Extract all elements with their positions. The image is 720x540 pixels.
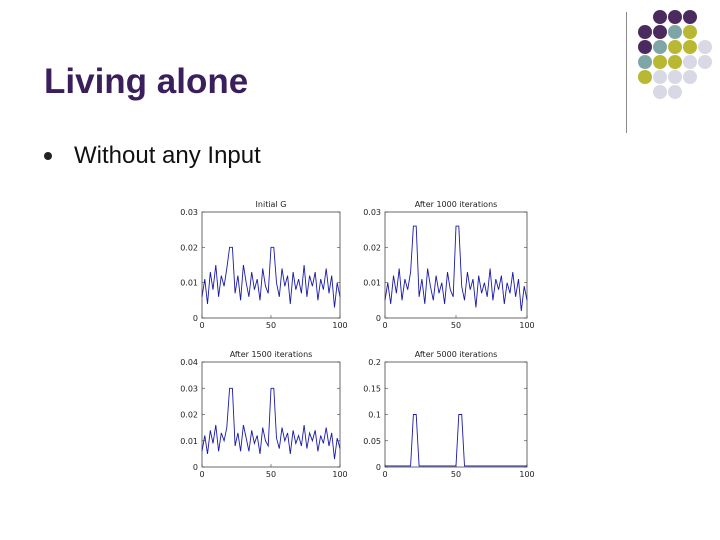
y-tick-label: 0.03 <box>180 384 198 393</box>
data-series-line <box>385 414 527 467</box>
decorative-dot <box>668 25 682 39</box>
decorative-dot <box>653 25 667 39</box>
decorative-dot <box>683 70 697 84</box>
decorative-dot <box>653 70 667 84</box>
y-tick-label: 0.02 <box>363 243 381 252</box>
bullet-text: Without any Input <box>74 142 261 169</box>
y-tick-label: 0.01 <box>180 279 198 288</box>
bullet-dot-icon <box>44 152 52 160</box>
y-tick-label: 0.15 <box>363 384 381 393</box>
decorative-dot <box>683 10 697 24</box>
y-tick-label: 0.03 <box>180 208 198 217</box>
data-series-line <box>201 387 341 460</box>
y-tick-label: 0 <box>193 463 198 472</box>
x-tick-label: 100 <box>519 321 534 330</box>
data-series-line <box>201 246 341 308</box>
x-tick-label: 0 <box>382 321 387 330</box>
y-tick-label: 0.03 <box>363 208 381 217</box>
chart-title: Initial G <box>256 200 287 209</box>
decorative-dot <box>668 70 682 84</box>
x-tick-label: 50 <box>451 470 461 479</box>
x-tick-label: 0 <box>199 470 204 479</box>
y-tick-label: 0.2 <box>368 358 381 367</box>
y-tick-label: 0.1 <box>368 411 381 420</box>
decorative-dot <box>653 85 667 99</box>
decorative-dot <box>668 40 682 54</box>
y-tick-label: 0.02 <box>180 243 198 252</box>
y-tick-label: 0 <box>193 314 198 323</box>
y-tick-label: 0.04 <box>180 358 198 367</box>
chart-plot-frame <box>201 361 341 468</box>
decorative-dot <box>653 55 667 69</box>
x-tick-label: 100 <box>519 470 534 479</box>
x-tick-label: 100 <box>332 321 347 330</box>
decorative-dot <box>638 25 652 39</box>
decorative-dot <box>653 10 667 24</box>
decorative-dot <box>668 85 682 99</box>
data-series-line <box>384 225 528 311</box>
decorative-dot <box>653 40 667 54</box>
y-tick-label: 0.01 <box>363 279 381 288</box>
chart-plot-frame <box>201 211 341 319</box>
decorative-dot <box>683 40 697 54</box>
y-tick-label: 0 <box>376 314 381 323</box>
y-tick-label: 0.01 <box>180 437 198 446</box>
x-tick-label: 0 <box>382 470 387 479</box>
x-tick-label: 0 <box>199 321 204 330</box>
decorative-dot <box>668 55 682 69</box>
x-tick-label: 50 <box>451 321 461 330</box>
chart-title: After 1500 iterations <box>230 350 313 359</box>
decorative-dot <box>668 10 682 24</box>
x-tick-label: 100 <box>332 470 347 479</box>
x-tick-label: 50 <box>266 470 276 479</box>
decorative-divider-line <box>626 12 627 133</box>
chart-title: After 5000 iterations <box>415 350 498 359</box>
chart-plot-frame <box>384 361 528 468</box>
decorative-dot <box>638 40 652 54</box>
y-tick-label: 0.02 <box>180 411 198 420</box>
decorative-dot <box>683 55 697 69</box>
decorative-dot <box>698 55 712 69</box>
y-tick-label: 0 <box>376 463 381 472</box>
decorative-dot <box>638 55 652 69</box>
bullet-item: Without any Input <box>44 142 261 170</box>
x-tick-label: 50 <box>266 321 276 330</box>
decorative-dot <box>698 40 712 54</box>
decorative-dot <box>638 70 652 84</box>
chart-title: After 1000 iterations <box>415 200 498 209</box>
chart-panel-grid: Initial G 0 0.01 0.02 0.03 0 50 100 After 1000 i… <box>180 200 534 479</box>
slide-title: Living alone <box>44 62 249 101</box>
decorative-dot <box>683 25 697 39</box>
y-tick-label: 0.05 <box>363 437 381 446</box>
